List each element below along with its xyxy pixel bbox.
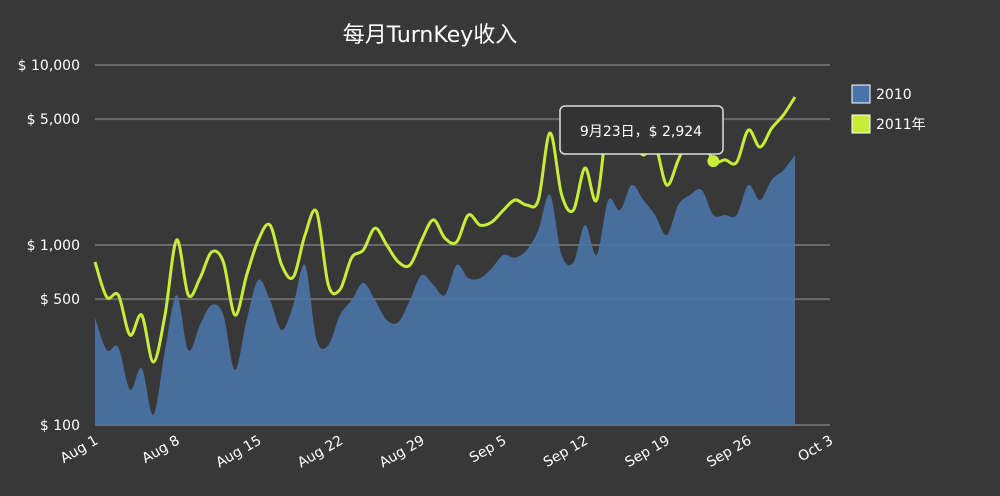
y-tick-label: $ 1,000	[27, 238, 80, 254]
x-tick-label: Sep 19	[623, 433, 673, 471]
x-tick-label: Aug 1	[58, 433, 101, 467]
legend-label: 2011年	[876, 117, 926, 133]
x-tick-label: Oct 3	[795, 433, 836, 466]
y-tick-label: $ 5,000	[27, 112, 80, 128]
x-tick-label: Sep 26	[704, 433, 754, 471]
x-tick-label: Aug 15	[213, 433, 264, 472]
legend-label: 2010	[876, 87, 912, 103]
y-tick-label: $ 100	[40, 418, 80, 434]
line	[93, 96, 797, 364]
tooltip-text: 9月23日，$ 2,924	[580, 124, 702, 140]
x-tick-label: Aug 8	[139, 433, 182, 467]
y-tick-label: $ 500	[40, 292, 80, 308]
x-tick-label: Sep 5	[467, 433, 509, 467]
tooltip-box	[559, 105, 724, 155]
legend-swatch	[851, 84, 871, 104]
x-tick-label: Sep 12	[541, 433, 591, 471]
legend-swatch	[851, 114, 871, 134]
y-tick-label: $ 10,000	[18, 58, 80, 74]
chart-title: 每月TurnKey收入	[343, 23, 518, 48]
x-tick-label: Aug 29	[377, 433, 428, 472]
hover-point	[707, 155, 720, 168]
area	[95, 155, 795, 425]
x-tick-label: Aug 22	[295, 433, 346, 472]
